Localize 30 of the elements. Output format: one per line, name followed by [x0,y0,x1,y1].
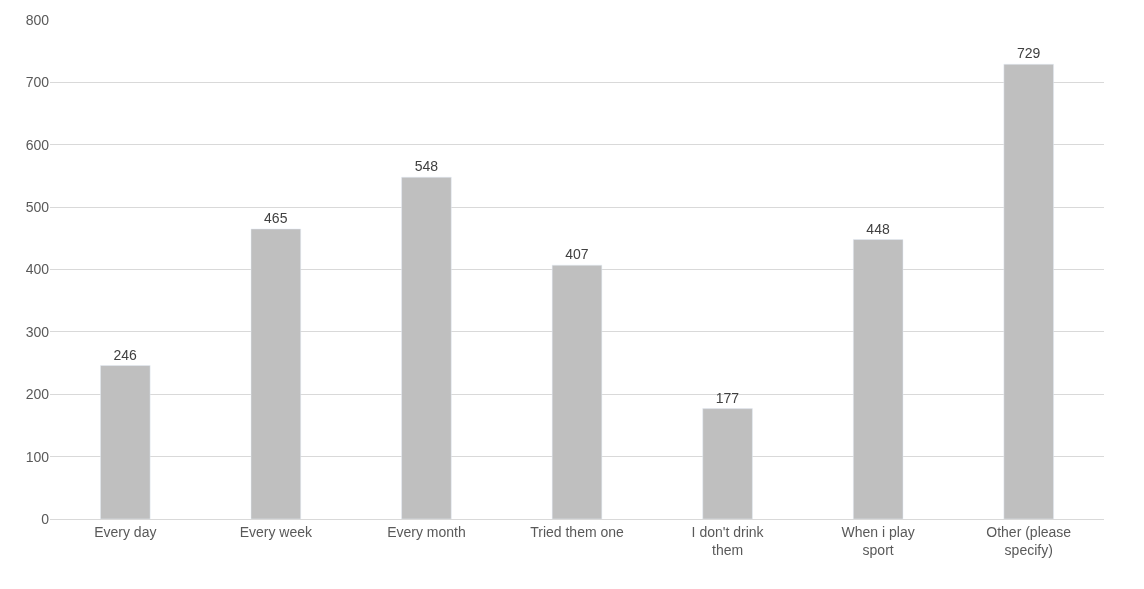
data-label: 407 [565,246,589,263]
data-label: 177 [715,389,740,406]
y-tick-label: 800 [25,11,50,28]
bar [853,239,904,519]
y-tick-label: 200 [25,386,50,403]
x-tick-label: I don't drink them [691,523,765,558]
x-tick-label: Other (please specify) [986,523,1072,558]
x-tick-label: Every week [239,523,314,540]
x-tick-label: Tried them one [530,523,625,540]
x-tick-label: Every month [387,523,466,540]
data-label: 548 [414,158,439,175]
data-label: 465 [264,209,288,226]
y-tick-label: 400 [25,261,50,278]
y-tick-label: 600 [25,136,50,153]
data-label: 448 [866,220,890,237]
bar [250,228,301,519]
bar [401,176,452,519]
data-label: 246 [113,346,138,363]
y-tick-label: 100 [25,448,50,465]
x-tick-label: When i play sport [841,523,915,558]
bar [1003,64,1054,519]
y-tick-label: 700 [25,74,50,91]
bar [100,365,151,519]
bar [702,408,753,519]
y-tick-label: 300 [25,323,50,340]
bar [551,264,603,519]
data-label: 729 [1016,45,1041,62]
y-tick-label: 500 [25,199,50,216]
y-tick-label: 0 [41,510,50,527]
x-tick-label: Every day [94,523,157,540]
